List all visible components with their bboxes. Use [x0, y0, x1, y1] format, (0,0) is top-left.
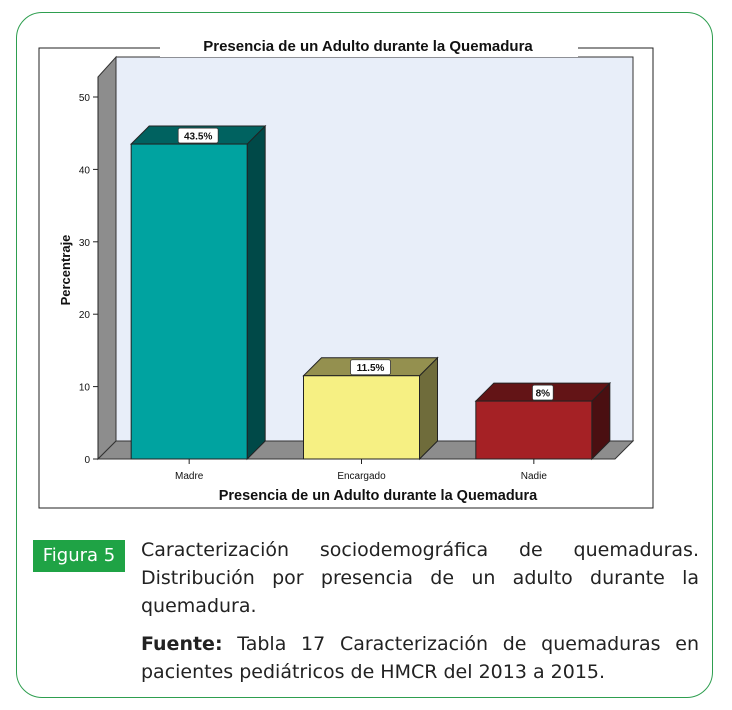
figure-source: Fuente: Tabla 17 Caracterización de quem…: [141, 630, 699, 686]
y-tick-label: 50: [79, 93, 91, 104]
y-axis: 0 10 20 30 40 50: [79, 93, 98, 466]
figure-badge: Figura 5: [33, 540, 125, 572]
bar-nadie: [475, 400, 593, 460]
y-axis-title: Percentraje: [58, 235, 73, 306]
y-tick-label: 0: [84, 455, 90, 466]
x-tick-label: Madre: [175, 471, 204, 482]
x-axis-title: Presencia de un Adulto durante la Quemad…: [219, 488, 538, 504]
y-tick-label: 10: [79, 383, 91, 394]
x-axis: Madre Encargado Nadie: [175, 459, 547, 482]
x-tick-label: Encargado: [337, 471, 386, 482]
source-text: Tabla 17 Caracterización de quemaduras e…: [141, 633, 700, 683]
bar-madre: [130, 143, 248, 460]
bar-chart: 0 10 20 30 40 50 43.5% 11.5% 8% Madre Encargado N…: [38, 37, 654, 509]
y-tick-label: 30: [79, 238, 91, 249]
bars: 43.5% 11.5% 8%: [129, 124, 612, 461]
data-label-box: [177, 127, 219, 144]
data-label-box: [350, 359, 391, 376]
y-tick-label: 20: [79, 310, 91, 321]
data-label-box: [532, 384, 554, 401]
figure-caption: Caracterización sociodemográfica de quem…: [141, 539, 699, 617]
title-backdrop: [160, 37, 578, 57]
source-label: Fuente:: [141, 633, 223, 655]
x-tick-label: Nadie: [521, 471, 548, 482]
bar-encargado: [303, 375, 420, 460]
data-label: 8%: [536, 389, 551, 400]
bar-side: [246, 124, 266, 461]
y-tick-label: 40: [79, 165, 91, 176]
plot-side-wall: [97, 55, 117, 461]
data-label: 43.5%: [184, 132, 212, 143]
chart-title: Presencia de un Adulto durante la Quemad…: [203, 38, 533, 55]
data-label: 11.5%: [357, 363, 385, 374]
